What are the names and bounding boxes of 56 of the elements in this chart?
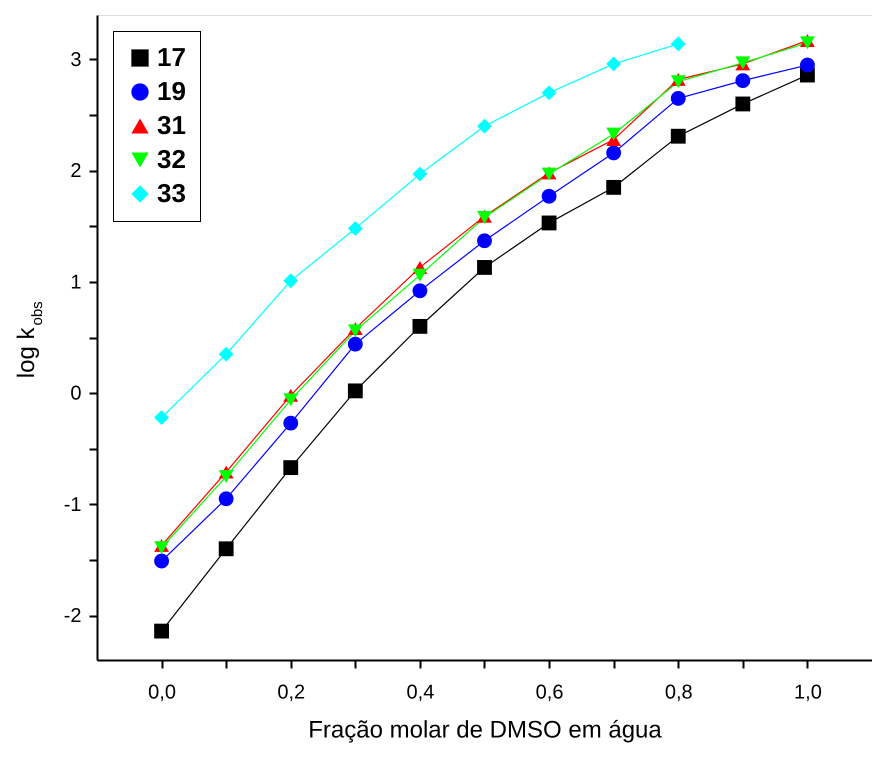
point [477, 118, 492, 134]
legend-label: 33 [157, 178, 186, 208]
legend-label: 19 [157, 76, 186, 106]
x-tick-label: 0,8 [664, 682, 693, 704]
x-tick-label: 0,0 [148, 682, 176, 704]
point [218, 491, 234, 506]
point [606, 145, 622, 160]
point [800, 36, 815, 50]
point [542, 216, 556, 230]
x-axis-title: Fração molar de DMSO em água [308, 716, 662, 744]
point [154, 541, 169, 554]
point [283, 460, 298, 476]
point [348, 383, 363, 398]
point [606, 180, 622, 195]
point [477, 233, 492, 248]
point [283, 393, 298, 406]
y-tick-label: 3 [70, 48, 82, 71]
y-axis-title: log kobs [13, 301, 46, 378]
x-tick-label: 0,4 [406, 682, 434, 704]
point [606, 56, 622, 72]
point [218, 346, 234, 362]
x-tick-label: 1,0 [794, 682, 822, 704]
point [154, 624, 169, 638]
point [283, 416, 298, 431]
point [283, 273, 298, 288]
point [670, 36, 686, 52]
legend-label: 32 [157, 144, 186, 174]
point [348, 336, 363, 352]
point [348, 221, 363, 236]
point [412, 318, 428, 334]
y-tick-label: 0 [70, 382, 82, 405]
point [542, 85, 556, 100]
y-tick-label: -1 [64, 494, 82, 516]
y-tick-label: -2 [64, 605, 82, 628]
x-tick-label: 0,6 [536, 682, 564, 704]
point [218, 470, 234, 483]
point [412, 268, 428, 282]
point [800, 58, 815, 72]
point [606, 128, 622, 140]
point [670, 128, 686, 144]
point [735, 96, 750, 112]
legend-label: 17 [157, 42, 186, 72]
y-tick-label: 2 [70, 160, 82, 182]
point [412, 166, 428, 182]
point [670, 75, 686, 88]
point [542, 188, 556, 204]
point [154, 554, 169, 568]
point [218, 541, 234, 556]
point [412, 283, 428, 298]
point [477, 260, 492, 275]
point [735, 73, 750, 88]
point [670, 91, 686, 106]
x-tick-label: 0,2 [277, 682, 306, 704]
y-tick-label: 1 [70, 271, 82, 294]
legend-label: 31 [157, 110, 186, 140]
point [154, 410, 169, 425]
